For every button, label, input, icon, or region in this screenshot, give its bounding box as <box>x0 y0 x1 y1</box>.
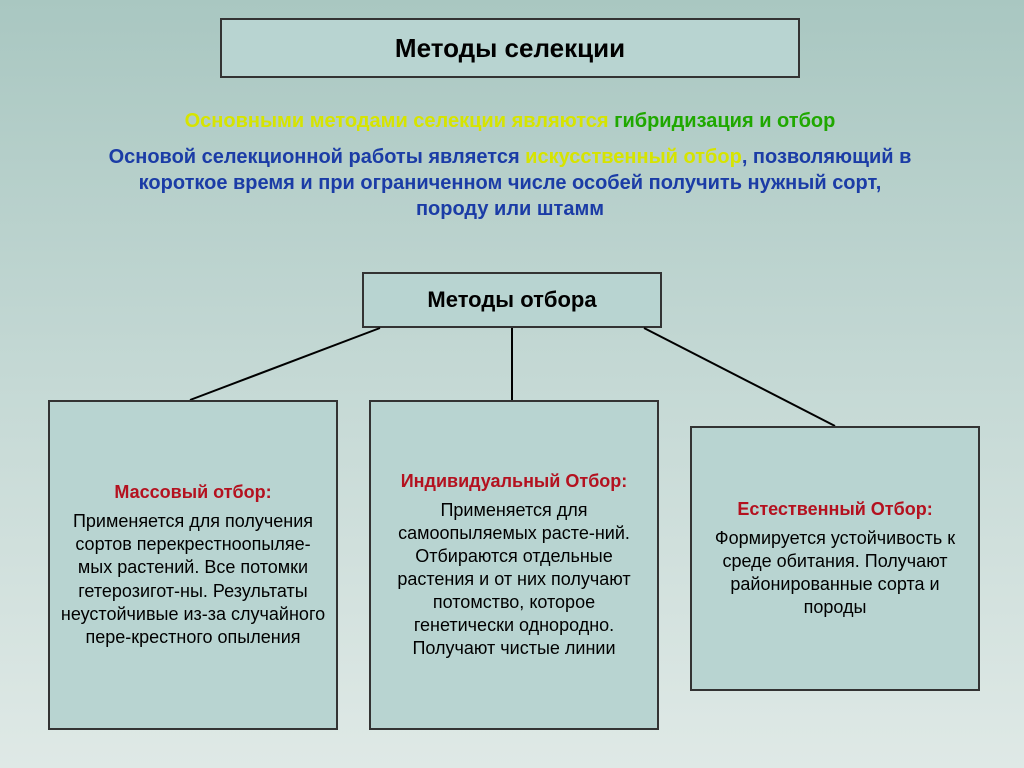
title-text: Методы селекции <box>395 33 625 64</box>
methods-label: Методы отбора <box>427 287 596 313</box>
leaf1-heading: Массовый отбор: <box>114 481 271 504</box>
leaf2-body: Применяется для самоопыляемых расте-ний.… <box>381 499 647 660</box>
intro-line1-part1: Основными методами селекции являются <box>185 110 614 132</box>
leaf-natural-selection: Естественный Отбор: Формируется устойчив… <box>690 426 980 691</box>
intro-paragraph: Основными методами селекции являются гиб… <box>100 108 920 222</box>
leaf3-body: Формируется устойчивость к среде обитани… <box>702 527 968 619</box>
leaf1-body: Применяется для получения сортов перекре… <box>60 510 326 648</box>
methods-box: Методы отбора <box>362 272 662 328</box>
leaf2-heading: Индивидуальный Отбор: <box>401 470 628 493</box>
intro-line2: Основой селекционной работы является иск… <box>100 144 920 222</box>
title-box: Методы селекции <box>220 18 800 78</box>
leaf3-heading: Естественный Отбор: <box>737 498 932 521</box>
intro-line1-part2: гибридизация и отбор <box>614 110 835 132</box>
intro-line2a: Основой селекционной работы является <box>109 146 526 168</box>
leaf-mass-selection: Массовый отбор: Применяется для получени… <box>48 400 338 730</box>
leaf-individual-selection: Индивидуальный Отбор: Применяется для са… <box>369 400 659 730</box>
intro-line1: Основными методами селекции являются гиб… <box>100 108 920 134</box>
intro-line2b: искусственный отбор <box>525 146 742 168</box>
